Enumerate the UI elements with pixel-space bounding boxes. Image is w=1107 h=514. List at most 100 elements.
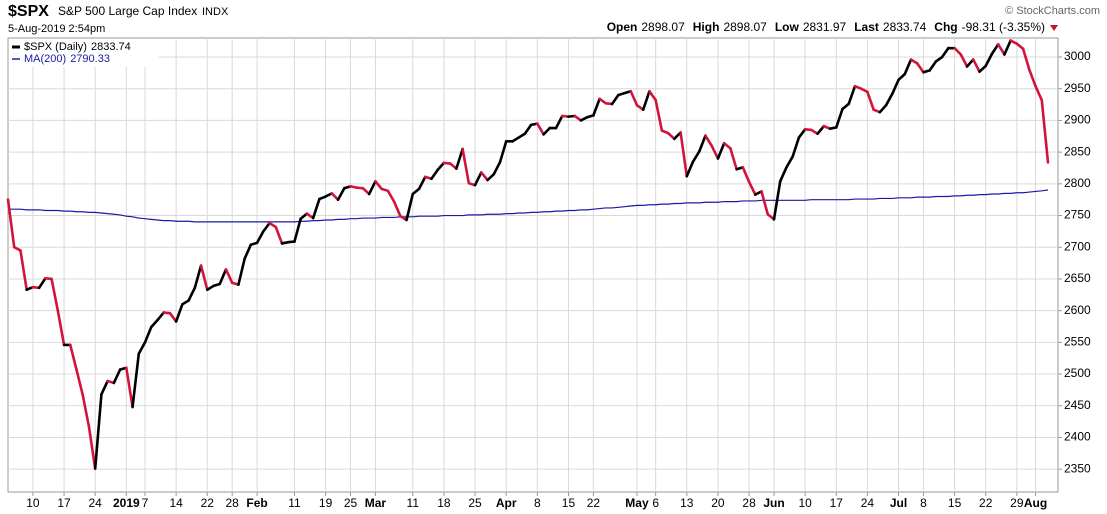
price-segment [778, 166, 788, 183]
price-segment [168, 311, 178, 323]
price-segment [816, 124, 826, 136]
price-segment [629, 89, 639, 107]
price-segment [772, 180, 782, 221]
price-segment [411, 187, 421, 196]
quote-label: Last [854, 20, 879, 34]
price-segment [262, 221, 271, 233]
x-tick-label: 11 [288, 496, 301, 510]
x-tick-label: 19 [319, 496, 333, 510]
x-tick-label: 2019 [113, 496, 140, 510]
price-segment [486, 173, 496, 182]
price-segment [760, 190, 770, 216]
exchange: INDX [202, 6, 229, 18]
price-segment [367, 180, 377, 196]
price-segment [336, 186, 346, 201]
price-segment [125, 366, 134, 409]
y-tick-label: 2400 [1064, 430, 1091, 444]
price-segment [685, 160, 695, 178]
price-segment [641, 89, 651, 111]
price-segment [878, 103, 888, 114]
axes: 2350 2400 2450 2500 2550 2600 2650 2700 2750 2800… [26, 49, 1091, 510]
price-segment [75, 368, 85, 397]
price-segment [666, 131, 676, 141]
price-segment [19, 249, 28, 292]
price-segment [716, 141, 726, 160]
price-segment [841, 102, 851, 111]
price-segment [704, 134, 714, 148]
quote-value: 2831.97 [803, 20, 847, 34]
y-tick-label: 2950 [1064, 81, 1091, 95]
price-segment [1034, 84, 1044, 102]
price-segment [6, 198, 16, 249]
price-segment [984, 52, 994, 68]
price-segment [405, 192, 415, 222]
price-segment [654, 98, 664, 132]
price-segment [81, 393, 91, 428]
x-tick-label: 8 [534, 496, 541, 510]
x-tick-label: Jul [890, 496, 907, 510]
price-segment [187, 286, 197, 302]
price-segment [785, 155, 794, 169]
x-tick-label: 11 [407, 496, 420, 510]
price-segment [56, 309, 66, 347]
price-segment [193, 264, 203, 290]
price-segment [915, 62, 925, 74]
x-tick-label: 10 [26, 496, 40, 510]
price-segment [361, 186, 371, 196]
price-segment [847, 84, 857, 106]
change-arrow [1050, 25, 1058, 31]
price-segment [237, 257, 246, 286]
price-segment [455, 147, 464, 170]
y-tick-label: 2500 [1064, 366, 1091, 380]
price-segment [255, 230, 265, 245]
price-segment [834, 107, 844, 129]
price-segment [392, 200, 402, 218]
legend-last-value: 2833.74 [91, 41, 131, 53]
date: 5-Aug-2019 2:54pm [8, 23, 105, 35]
price-segment [697, 134, 707, 153]
y-tick-label: 2350 [1064, 461, 1091, 475]
price-segment [1021, 47, 1031, 72]
price-segment [978, 64, 988, 73]
price-segment [891, 78, 900, 96]
price-segment [710, 144, 720, 160]
price-segment [149, 318, 159, 329]
x-tick-label: 20 [711, 496, 725, 510]
price-segment [592, 97, 601, 117]
price-segment [1003, 39, 1012, 56]
source: © StockCharts.com [1005, 5, 1100, 17]
price-segment [965, 58, 975, 68]
price-segment [243, 243, 253, 260]
price-segment [311, 197, 321, 220]
price-segment [791, 136, 801, 158]
price-segment [903, 58, 913, 76]
y-tick-label: 2600 [1064, 303, 1091, 317]
x-tick-label: 7 [142, 496, 149, 510]
x-tick-label: Feb [246, 496, 267, 510]
x-tick-label: 25 [468, 496, 482, 510]
price-segment [87, 425, 97, 470]
x-tick-label: Jun [763, 496, 784, 510]
price-segment [554, 114, 564, 130]
price-segment [747, 180, 757, 196]
x-tick-label: 13 [680, 496, 694, 510]
price-segment [492, 160, 502, 176]
price-segment [100, 379, 109, 396]
x-tick-label: Aug [1024, 496, 1047, 510]
price-segment [610, 93, 620, 106]
price-segment [648, 89, 657, 102]
price-segment [679, 131, 689, 178]
price-segment [131, 352, 141, 409]
price-segment [199, 264, 209, 292]
legend-label: MA(200) [24, 53, 66, 65]
y-tick-label: 2900 [1064, 113, 1091, 127]
price-segment [293, 217, 302, 243]
price-segment [990, 43, 1000, 56]
quote-value: 2833.74 [883, 20, 927, 34]
price-segment [1015, 42, 1025, 51]
price-segment [174, 303, 184, 323]
price-segment [299, 212, 309, 221]
y-tick-label: 2550 [1064, 335, 1091, 349]
price-segment [1040, 98, 1050, 164]
